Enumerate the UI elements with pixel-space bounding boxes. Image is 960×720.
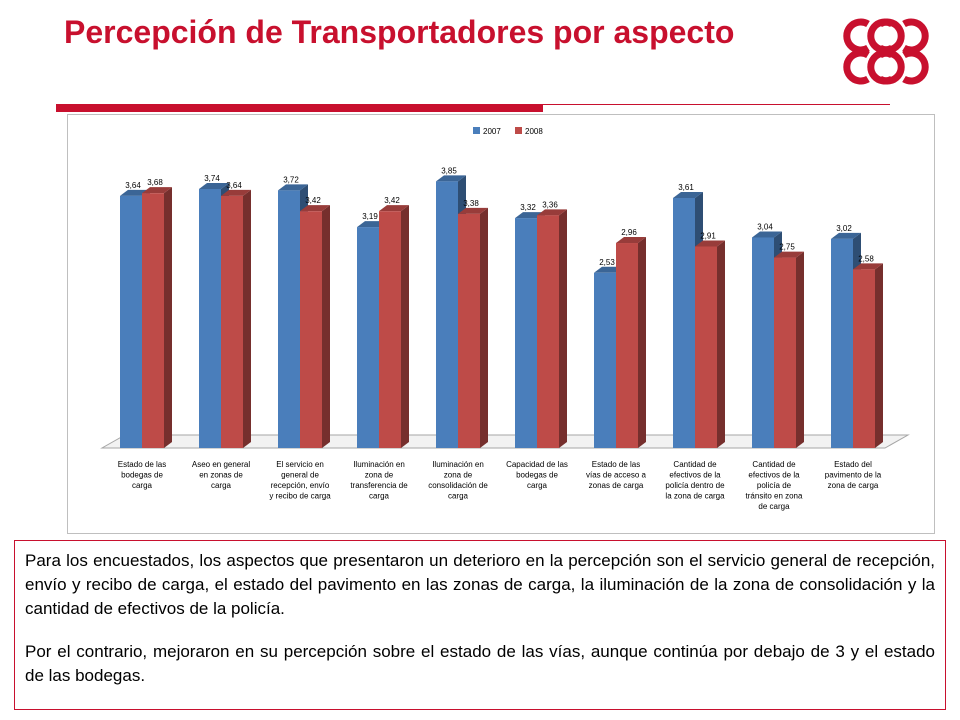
bar-2007-8	[752, 237, 774, 448]
bar-2007-1	[199, 189, 221, 448]
category-label-2: El servicio en general de recepción, envío…	[269, 460, 331, 501]
bar-top-2008-3	[379, 205, 409, 212]
bar-2008-8	[774, 257, 796, 448]
cbb-logo-icon	[843, 18, 929, 85]
legend-swatch-2008	[515, 127, 522, 134]
category-label-1: Aseo en general en zonas de carga	[192, 460, 250, 490]
data-label-2008-9: 2,58	[858, 254, 874, 263]
data-label-2007-9: 3,02	[836, 224, 852, 233]
data-label-2008-6: 2,96	[621, 228, 637, 237]
bar-top-2008-2	[300, 205, 330, 212]
bar-2007-6	[594, 272, 616, 448]
data-label-2007-2: 3,72	[283, 175, 299, 184]
category-label-8: Cantidad de efectivos de la policía de trán…	[746, 460, 803, 511]
bar-chart: 2007 2008 3,64 3,68 Estado de las bodegas de c…	[100, 127, 910, 511]
data-label-2007-6: 2,53	[599, 258, 615, 267]
bar-side-2008-6	[638, 237, 646, 448]
bar-top-2008-9	[853, 263, 883, 270]
data-label-2007-8: 3,04	[757, 222, 773, 231]
data-label-2007-4: 3,85	[441, 166, 457, 175]
data-label-2007-3: 3,19	[362, 212, 378, 221]
data-label-2008-4: 3,38	[463, 199, 479, 208]
bar-2007-9	[831, 238, 853, 448]
summary-box: Para los encuestados, los aspectos que p…	[14, 540, 946, 710]
data-label-2007-0: 3,64	[125, 181, 141, 190]
bar-2007-4	[436, 181, 458, 448]
bar-top-2007-1	[199, 183, 229, 190]
bar-top-2007-8	[752, 231, 782, 238]
bar-top-2008-5	[537, 209, 567, 216]
bar-top-2008-8	[774, 251, 804, 258]
legend-label-2007: 2007	[483, 127, 501, 136]
bar-top-2007-7	[673, 192, 703, 199]
bar-side-2008-3	[401, 205, 409, 448]
bar-2008-5	[537, 215, 559, 448]
bar-2008-4	[458, 213, 480, 448]
bar-top-2007-9	[831, 232, 861, 239]
bar-side-2008-5	[559, 209, 567, 448]
category-label-4: Iluminación en zona de consolidación de car…	[428, 460, 488, 501]
bar-2008-2	[300, 211, 322, 448]
bar-2008-1	[221, 195, 243, 448]
data-label-2008-8: 2,75	[779, 243, 795, 252]
bar-top-2008-4	[458, 207, 488, 214]
bar-top-2007-2	[278, 184, 308, 191]
category-label-6: Estado de las vías de acceso a zonas de ca…	[586, 460, 647, 490]
bar-2008-6	[616, 243, 638, 448]
page-title: Percepción de Transportadores por aspect…	[64, 14, 735, 50]
bar-top-2008-0	[142, 187, 172, 194]
legend-swatch-2007	[473, 127, 480, 134]
category-label-9: Estado del pavimento de la zona de carga	[825, 460, 882, 490]
category-label-0: Estado de las bodegas de carga	[118, 460, 166, 490]
category-label-7: Cantidad de efectivos de la policía dentro…	[665, 460, 725, 501]
bar-2007-7	[673, 198, 695, 448]
summary-paragraph-2: Por el contrario, mejoraron en su percep…	[25, 642, 935, 685]
bar-2007-2	[278, 190, 300, 448]
bar-side-2008-9	[875, 263, 883, 448]
bar-top-2008-1	[221, 189, 251, 196]
bar-2008-9	[853, 269, 875, 448]
category-label-3: Iluminación en zona de transferencia de car…	[350, 460, 408, 501]
bar-2008-7	[695, 246, 717, 448]
bar-2007-3	[357, 227, 379, 448]
data-label-2008-2: 3,42	[305, 196, 321, 205]
data-label-2007-5: 3,32	[520, 203, 536, 212]
bar-top-2007-4	[436, 175, 466, 182]
data-label-2007-1: 3,74	[204, 174, 220, 183]
bar-side-2008-2	[322, 205, 330, 448]
legend-label-2008: 2008	[525, 127, 543, 136]
summary-paragraph-1: Para los encuestados, los aspectos que p…	[25, 551, 935, 618]
bar-2008-0	[142, 193, 164, 448]
bar-top-2008-7	[695, 240, 725, 247]
bar-side-2008-8	[796, 251, 804, 448]
data-label-2008-3: 3,42	[384, 196, 400, 205]
title-underline-thick	[56, 104, 543, 112]
bar-side-2008-7	[717, 240, 725, 448]
bar-2008-3	[379, 211, 401, 448]
data-label-2008-1: 3,64	[226, 181, 242, 190]
title-underline-thin	[543, 104, 890, 105]
bar-side-2008-4	[480, 207, 488, 448]
bar-2007-0	[120, 195, 142, 448]
data-label-2008-5: 3,36	[542, 200, 558, 209]
category-label-5: Capacidad de las bodegas de carga	[506, 460, 568, 490]
chart-panel: 2007 2008 3,64 3,68 Estado de las bodegas de c…	[67, 114, 935, 534]
bar-side-2008-1	[243, 189, 251, 448]
bar-2007-5	[515, 218, 537, 448]
bar-side-2008-0	[164, 187, 172, 448]
data-label-2007-7: 3,61	[678, 183, 694, 192]
data-label-2008-7: 2,91	[700, 231, 716, 240]
bar-top-2008-6	[616, 237, 646, 244]
data-label-2008-0: 3,68	[147, 178, 163, 187]
